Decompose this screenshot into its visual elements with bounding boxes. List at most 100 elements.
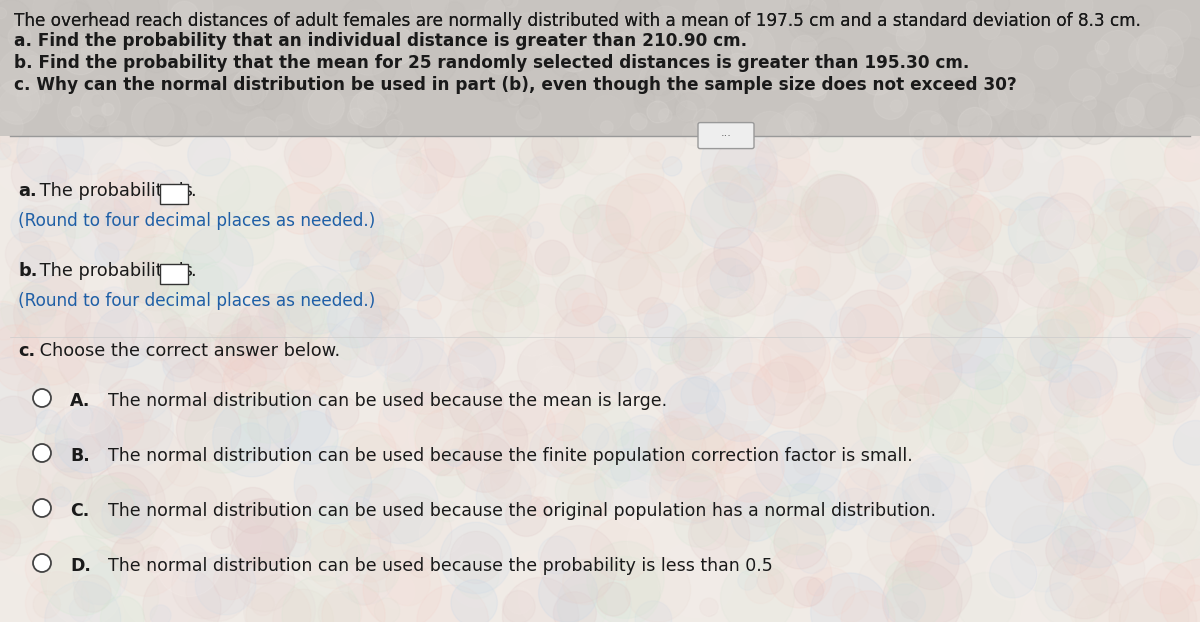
Circle shape <box>592 557 660 622</box>
Circle shape <box>401 149 466 214</box>
Circle shape <box>0 494 48 556</box>
Circle shape <box>880 0 924 36</box>
Circle shape <box>505 460 562 516</box>
Circle shape <box>874 86 907 119</box>
Circle shape <box>318 381 337 399</box>
Circle shape <box>616 32 629 46</box>
Circle shape <box>124 234 192 303</box>
Circle shape <box>886 561 920 595</box>
Circle shape <box>664 378 726 440</box>
Circle shape <box>1141 328 1200 402</box>
Circle shape <box>94 512 112 530</box>
Circle shape <box>672 473 721 523</box>
Circle shape <box>668 372 748 451</box>
Circle shape <box>1150 494 1186 530</box>
Circle shape <box>649 450 725 525</box>
Circle shape <box>265 206 288 230</box>
Circle shape <box>110 490 154 533</box>
Circle shape <box>1141 310 1175 343</box>
Circle shape <box>97 164 122 188</box>
Circle shape <box>556 465 606 516</box>
Circle shape <box>988 525 1049 586</box>
Circle shape <box>449 378 504 432</box>
Circle shape <box>259 176 306 222</box>
Circle shape <box>143 45 170 73</box>
Circle shape <box>1147 262 1176 290</box>
Circle shape <box>1061 493 1135 567</box>
Circle shape <box>1040 373 1096 428</box>
Circle shape <box>320 268 398 346</box>
Circle shape <box>787 187 818 217</box>
Circle shape <box>755 431 821 496</box>
Circle shape <box>1042 307 1090 355</box>
Circle shape <box>1092 465 1147 521</box>
Circle shape <box>656 451 686 481</box>
Circle shape <box>607 324 626 343</box>
Circle shape <box>1010 525 1078 592</box>
Circle shape <box>1018 432 1090 504</box>
Circle shape <box>553 592 596 622</box>
Circle shape <box>336 336 360 360</box>
Circle shape <box>689 306 706 323</box>
Circle shape <box>34 591 60 618</box>
Circle shape <box>328 184 358 215</box>
Circle shape <box>294 330 350 387</box>
Circle shape <box>893 422 924 454</box>
Circle shape <box>648 485 677 513</box>
Circle shape <box>1003 256 1034 287</box>
Circle shape <box>508 90 523 105</box>
Circle shape <box>503 577 578 622</box>
Circle shape <box>269 415 294 440</box>
Circle shape <box>733 261 778 306</box>
Circle shape <box>284 411 338 464</box>
Circle shape <box>307 190 379 261</box>
Circle shape <box>1044 473 1072 501</box>
Circle shape <box>882 400 907 424</box>
Circle shape <box>230 75 265 111</box>
Circle shape <box>144 103 187 146</box>
Circle shape <box>1090 269 1138 317</box>
Circle shape <box>277 290 325 338</box>
Circle shape <box>520 134 563 177</box>
Circle shape <box>700 598 718 616</box>
Circle shape <box>560 195 599 234</box>
Circle shape <box>572 293 602 323</box>
Circle shape <box>710 342 788 421</box>
Circle shape <box>415 175 439 199</box>
Circle shape <box>768 544 832 608</box>
Circle shape <box>1174 420 1200 465</box>
Circle shape <box>893 545 972 622</box>
Circle shape <box>1160 559 1200 622</box>
Circle shape <box>360 295 389 323</box>
Circle shape <box>400 228 442 270</box>
Circle shape <box>935 173 972 211</box>
Circle shape <box>1063 529 1112 579</box>
Circle shape <box>1147 207 1200 272</box>
Circle shape <box>0 468 55 538</box>
Circle shape <box>396 134 455 193</box>
Circle shape <box>34 499 50 517</box>
Circle shape <box>763 158 820 215</box>
Circle shape <box>731 492 780 541</box>
Circle shape <box>752 362 805 415</box>
Circle shape <box>344 121 421 198</box>
Circle shape <box>374 335 422 382</box>
Circle shape <box>547 402 586 441</box>
Circle shape <box>451 580 497 622</box>
Circle shape <box>528 157 554 183</box>
Circle shape <box>640 59 683 103</box>
Circle shape <box>677 476 722 521</box>
Circle shape <box>359 108 400 148</box>
Text: The probability is: The probability is <box>34 182 193 200</box>
Circle shape <box>65 384 115 434</box>
Circle shape <box>415 407 484 476</box>
Circle shape <box>1165 361 1188 384</box>
Circle shape <box>1055 510 1091 547</box>
Circle shape <box>989 35 1021 69</box>
Circle shape <box>1031 114 1046 129</box>
Circle shape <box>98 213 155 271</box>
Circle shape <box>1034 442 1072 480</box>
Circle shape <box>349 202 383 236</box>
Circle shape <box>636 88 655 107</box>
Bar <box>160 264 188 284</box>
